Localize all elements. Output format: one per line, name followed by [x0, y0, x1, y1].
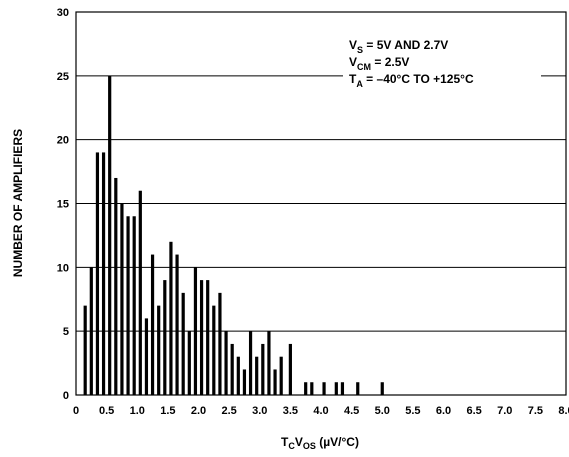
x-tick-label: 0.5 [99, 405, 114, 417]
x-tick-label: 5.5 [405, 405, 420, 417]
x-tick-labels: 0 0.5 1.0 1.5 2.0 2.5 3.0 3.5 4.0 4.5 5.0 5.5 6.0 6.5… [73, 405, 569, 417]
histogram-bar [340, 382, 345, 395]
histogram-bar [187, 331, 191, 395]
y-axis-title: NUMBER OF AMPLIFIERS [11, 129, 25, 277]
histogram-bar [175, 254, 179, 395]
y-tick-labels: 0 5 10 15 20 25 30 [57, 7, 69, 402]
histogram-bar [95, 152, 100, 395]
histogram-bar [273, 369, 277, 395]
histogram-bar [212, 305, 216, 395]
histogram-bar [206, 280, 210, 395]
x-tick-label: 4.0 [313, 405, 328, 417]
histogram-bar [169, 241, 173, 395]
x-tick-label: 2.0 [191, 405, 206, 417]
histogram-bar [108, 75, 112, 395]
x-tick-label: 7.0 [497, 405, 512, 417]
histogram-bar [255, 356, 259, 395]
histogram-bar [248, 331, 253, 395]
x-tick-label: 5.0 [375, 405, 390, 417]
histogram-bar [193, 267, 198, 395]
histogram-bar [267, 331, 271, 395]
x-tick-label: 6.5 [466, 405, 481, 417]
annotation-common-mode-voltage: VCM = 2.5V [349, 55, 409, 72]
annotation-supply-voltage: VS = 5V AND 2.7V [349, 38, 448, 55]
histogram-bar [120, 203, 124, 395]
histogram-bar [114, 177, 118, 395]
y-tick-label: 0 [63, 390, 69, 402]
histogram-bar [157, 305, 161, 395]
y-tick-label: 5 [63, 326, 69, 338]
histogram-bar [310, 382, 314, 395]
histogram-bar [261, 343, 265, 395]
histogram-bar [224, 331, 228, 395]
gridlines [76, 75, 566, 332]
histogram-bar [138, 190, 142, 395]
x-axis-title: TCVOS (µV/°C) [281, 435, 359, 451]
x-tick-label: 4.5 [344, 405, 359, 417]
histogram-bar [334, 382, 338, 395]
histogram-bar [304, 382, 308, 395]
x-tick-label: 1.5 [160, 405, 175, 417]
x-tick-label: 0 [73, 405, 79, 417]
y-tick-label: 30 [57, 7, 69, 19]
histogram-bar [236, 356, 240, 395]
annotation-background [343, 36, 541, 92]
histogram-bar [144, 318, 149, 395]
y-tick-label: 20 [57, 135, 69, 147]
histogram-bar [322, 382, 326, 395]
histogram-bar [279, 356, 283, 395]
histogram-bar [242, 369, 247, 395]
y-tick-label: 15 [57, 199, 69, 211]
histogram-bar [288, 343, 292, 395]
histogram-bar [218, 292, 222, 395]
x-tick-label: 2.5 [221, 405, 236, 417]
y-tick-label: 25 [57, 71, 69, 83]
y-tick-label: 10 [57, 262, 69, 274]
x-tick-label: 7.5 [528, 405, 543, 417]
histogram-bar [230, 343, 234, 395]
histogram-bar [150, 254, 155, 395]
plot-frame [75, 11, 567, 396]
annotation-temperature-range: TA = –40°C TO +125°C [349, 72, 474, 89]
histogram-bar [356, 382, 360, 395]
histogram-bar [199, 280, 204, 395]
x-tick-label: 3.5 [283, 405, 298, 417]
x-tick-label: 8.0 [558, 405, 569, 417]
x-tick-label: 3.0 [252, 405, 267, 417]
x-tick-label: 6.0 [436, 405, 451, 417]
x-tick-label: 1.0 [130, 405, 145, 417]
histogram-bar [83, 305, 87, 395]
histogram-bar [380, 382, 384, 395]
histogram-bar [163, 280, 167, 395]
histogram-bar [101, 152, 106, 395]
histogram-bar [132, 216, 136, 395]
histogram-bar [89, 267, 93, 395]
histogram-bars [83, 75, 384, 395]
histogram-bar [126, 216, 130, 395]
histogram-bar [181, 292, 185, 395]
